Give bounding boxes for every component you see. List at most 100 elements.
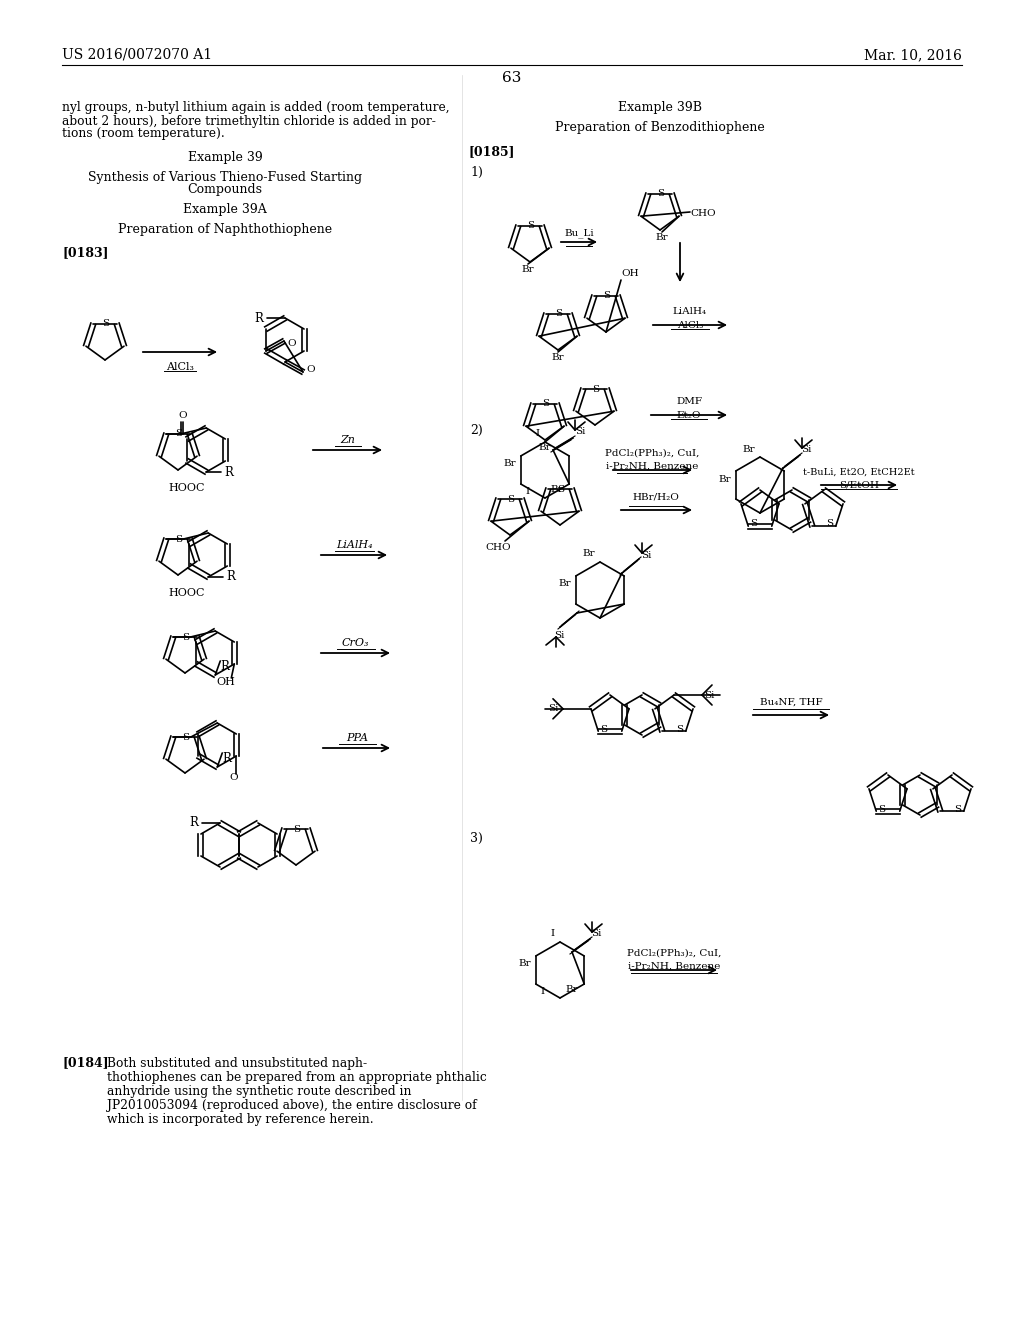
Text: S: S	[102, 319, 110, 329]
Text: OH: OH	[621, 269, 639, 279]
Text: 1): 1)	[470, 165, 483, 178]
Text: R: R	[226, 570, 236, 583]
Text: Br: Br	[565, 986, 578, 994]
Text: LiAlH₄: LiAlH₄	[336, 540, 373, 550]
Text: R: R	[222, 752, 231, 766]
Text: S: S	[294, 825, 301, 833]
Text: tions (room temperature).: tions (room temperature).	[62, 128, 224, 140]
Text: S: S	[555, 309, 562, 318]
Text: US 2016/0072070 A1: US 2016/0072070 A1	[62, 48, 212, 62]
Text: O: O	[306, 366, 315, 375]
Text: LiAlH₄: LiAlH₄	[673, 308, 707, 317]
Text: i-Pr₂NH, Benzene: i-Pr₂NH, Benzene	[606, 462, 698, 470]
Text: [0184]: [0184]	[62, 1056, 109, 1069]
Text: OH: OH	[217, 677, 236, 686]
Text: I: I	[541, 987, 545, 997]
Text: [0185]: [0185]	[468, 145, 514, 158]
Text: Br: Br	[742, 445, 755, 454]
Text: Br: Br	[655, 234, 669, 243]
Text: S: S	[677, 725, 684, 734]
Text: S: S	[954, 804, 962, 813]
Text: Br: Br	[718, 474, 731, 483]
Text: S: S	[603, 292, 610, 301]
Text: S: S	[182, 632, 189, 642]
Text: thothiophenes can be prepared from an appropriate phthalic: thothiophenes can be prepared from an ap…	[106, 1071, 486, 1084]
Text: Br: Br	[521, 265, 535, 275]
Text: Br: Br	[539, 444, 551, 453]
Text: Si: Si	[801, 446, 811, 454]
Text: t-BuLi, Et2O, EtCH2Et: t-BuLi, Et2O, EtCH2Et	[803, 467, 914, 477]
Text: 63: 63	[503, 71, 521, 84]
Text: AlCl₃: AlCl₃	[166, 362, 194, 372]
Text: AlCl₃: AlCl₃	[677, 321, 703, 330]
Text: S: S	[175, 429, 182, 438]
Text: CrO₃: CrO₃	[341, 638, 369, 648]
Text: Bu_Li: Bu_Li	[564, 228, 594, 238]
Text: Br: Br	[503, 459, 516, 469]
Text: O: O	[178, 412, 186, 420]
Text: O: O	[288, 338, 296, 347]
Text: HOOC: HOOC	[168, 483, 205, 492]
Text: R: R	[224, 466, 233, 479]
Text: PPA: PPA	[346, 733, 368, 743]
Text: S: S	[175, 535, 182, 544]
Text: Br: Br	[583, 549, 595, 558]
Text: Example 39A: Example 39A	[183, 203, 267, 216]
Text: Synthesis of Various Thieno-Fused Starting: Synthesis of Various Thieno-Fused Starti…	[88, 170, 362, 183]
Text: Si: Si	[575, 428, 586, 437]
Text: Mar. 10, 2016: Mar. 10, 2016	[864, 48, 962, 62]
Text: I: I	[551, 929, 555, 939]
Text: Br: Br	[552, 354, 564, 363]
Text: O: O	[229, 774, 238, 783]
Text: S: S	[657, 190, 665, 198]
Text: Si: Si	[705, 690, 715, 700]
Text: S: S	[751, 520, 758, 528]
Text: [0183]: [0183]	[62, 247, 109, 260]
Text: CHO: CHO	[690, 210, 716, 219]
Text: S: S	[508, 495, 515, 503]
Text: Et₂O: Et₂O	[677, 411, 701, 420]
Text: Si: Si	[591, 929, 601, 939]
Text: Br: Br	[518, 960, 530, 969]
Text: anhydride using the synthetic route described in: anhydride using the synthetic route desc…	[106, 1085, 412, 1097]
Text: S: S	[557, 484, 564, 494]
Text: Compounds: Compounds	[187, 183, 262, 197]
Text: R: R	[220, 660, 229, 673]
Text: CHO: CHO	[485, 543, 511, 552]
Text: Si: Si	[641, 550, 651, 560]
Text: Both substituted and unsubstituted naph-: Both substituted and unsubstituted naph-	[106, 1056, 368, 1069]
Text: S: S	[879, 804, 886, 813]
Text: DMF: DMF	[676, 397, 702, 407]
Text: Si: Si	[549, 705, 559, 713]
Text: Br: Br	[558, 579, 570, 589]
Text: I: I	[536, 429, 540, 438]
Text: S/EtOH: S/EtOH	[839, 480, 879, 490]
Text: S: S	[527, 222, 535, 231]
Text: HOOC: HOOC	[168, 587, 205, 598]
Text: S: S	[600, 725, 607, 734]
Text: HBr/H₂O: HBr/H₂O	[633, 492, 680, 502]
Text: nyl groups, n-butyl lithium again is added (room temperature,: nyl groups, n-butyl lithium again is add…	[62, 102, 450, 115]
Text: Example 39: Example 39	[187, 152, 262, 165]
Text: Si: Si	[554, 631, 564, 639]
Text: i-Pr₂NH, Benzene: i-Pr₂NH, Benzene	[628, 961, 720, 970]
Text: Preparation of Naphthothiophene: Preparation of Naphthothiophene	[118, 223, 332, 235]
Text: which is incorporated by reference herein.: which is incorporated by reference herei…	[106, 1113, 374, 1126]
Text: S: S	[182, 733, 189, 742]
Text: Preparation of Benzodithiophene: Preparation of Benzodithiophene	[555, 120, 765, 133]
Text: I: I	[525, 487, 529, 496]
Text: Bu₄NF, THF: Bu₄NF, THF	[760, 697, 822, 706]
Text: 3): 3)	[470, 832, 483, 845]
Text: Example 39B: Example 39B	[618, 102, 702, 115]
Text: PdCl₂(PPh₃)₂, CuI,: PdCl₂(PPh₃)₂, CuI,	[605, 449, 699, 458]
Text: PdCl₂(PPh₃)₂, CuI,: PdCl₂(PPh₃)₂, CuI,	[627, 949, 721, 957]
Text: S: S	[543, 400, 550, 408]
Text: Zn: Zn	[341, 436, 355, 445]
Text: R: R	[254, 312, 263, 325]
Text: S: S	[826, 520, 834, 528]
Text: JP2010053094 (reproduced above), the entire disclosure of: JP2010053094 (reproduced above), the ent…	[106, 1098, 476, 1111]
Text: Br: Br	[550, 486, 562, 495]
Text: about 2 hours), before trimethyltin chloride is added in por-: about 2 hours), before trimethyltin chlo…	[62, 115, 436, 128]
Text: R: R	[189, 817, 198, 829]
Text: S: S	[593, 384, 600, 393]
